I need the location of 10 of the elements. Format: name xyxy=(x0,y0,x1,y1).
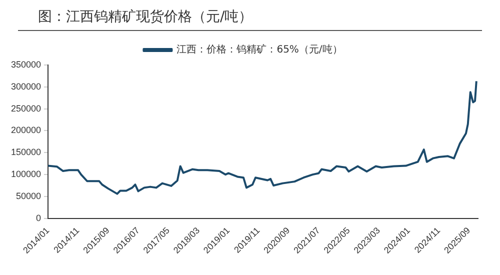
y-tick-label: 350000 xyxy=(10,59,42,70)
y-tick-label: 250000 xyxy=(10,103,42,114)
chart-title: 图：江西钨精矿现货价格（元/吨） xyxy=(18,8,482,31)
y-tick-label: 100000 xyxy=(10,169,42,180)
y-tick-label: 300000 xyxy=(10,81,42,92)
y-tick-label: 50000 xyxy=(16,190,42,201)
legend-label: 江西：价格：钨精矿：65%（元/吨） xyxy=(176,44,342,56)
y-tick-label: 200000 xyxy=(10,125,42,136)
y-tick-label: 0 xyxy=(36,212,42,223)
y-tick-label: 150000 xyxy=(10,147,42,158)
